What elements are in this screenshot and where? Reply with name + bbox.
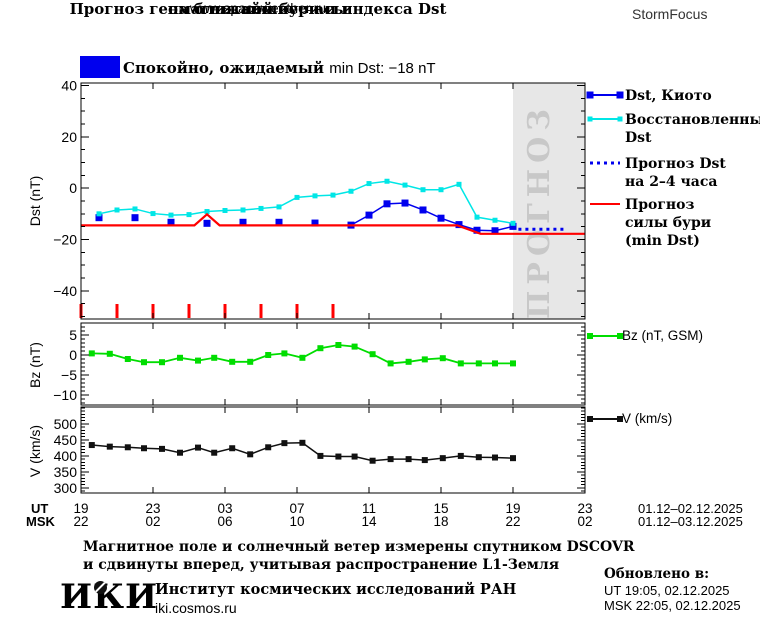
y-tick-label: 450 [54,432,78,448]
legend-item-reconstructed-dst: Восстановленный Dst [625,111,760,147]
ut-row-label: UT [31,501,49,516]
iki-site-link[interactable]: iki.cosmos.ru [155,600,237,616]
legend-label: на 2–4 часа [625,174,718,190]
legend-swatch-V (km/s) [587,416,623,422]
legend-item-dst-kyoto: Dst, Киото [625,87,760,105]
series-Восстановленный Dst [96,178,516,226]
legend-item-v: V (km/s) [622,411,673,426]
y-tick-label: 40 [61,78,77,94]
legend-label: Dst [625,130,652,146]
legend-item-bz: Bz (nT, GSM) [622,328,704,343]
dst-axis-label: Dst (nT) [27,175,43,227]
legend-label: (min Dst) [625,233,700,249]
y-tick-label: −10 [53,387,77,403]
y-tick-label: −5 [61,367,77,383]
legend-swatch-Восстановленный Dst [587,116,623,122]
satellite-icon [94,581,107,594]
y-tick-label: 300 [54,480,78,496]
updated-at-label: Обновлено в: [604,566,710,582]
legend-label: силы бури [625,215,712,231]
v-axis-label: V (km/s) [27,424,43,478]
spaceweather-link[interactable]: www.spaceweather.ru [189,0,327,16]
series-Bz (nT, GSM) [88,342,516,367]
y-tick-label: −40 [53,283,77,299]
iki-logo-text: ИКИ [60,577,159,617]
institute-name: Институт космических исследований РАН [155,581,517,598]
legend-label: Прогноз [625,197,695,213]
forecast-watermark: ПРОГНОЗ [522,103,557,319]
footnote-line2: и сдвинуты вперед, учитывая распростране… [83,557,560,573]
series-Dst, Киото [95,199,517,235]
status-min-dst-value: min Dst: −18 nT [329,60,436,77]
series-V (km/s) [88,439,516,464]
y-tick-label: 350 [54,464,78,480]
status-banner: Спокойно, ожидаемый min Dst: −18 nT [123,59,436,77]
series-Прогноз силы бури (min Dst) [81,212,585,235]
y-tick-label: 0 [69,180,77,196]
updated-msk-time: MSK 22:05, 02.12.2025 [604,598,741,613]
bz-plot: 5 0 −5 −10 [53,322,586,406]
legend-swatch-Dst, Киото [586,91,624,99]
forecast-region [513,83,585,319]
y-tick-label: 20 [61,129,77,145]
updated-ut-time: UT 19:05, 02.12.2025 [604,583,730,598]
legend-label: Прогноз Dst [625,156,726,172]
page-subtitle: на ближайшие часы [167,0,349,18]
y-tick-label: 500 [54,416,78,432]
status-text-ru: Спокойно, ожидаемый [123,59,325,77]
legend-label: Dst, Киото [625,88,712,104]
legend-item-storm-forecast: Прогноз силы бури (min Dst) [625,196,760,250]
msk-row-label: MSK [26,514,55,529]
legend-swatch-Bz (nT, GSM) [587,333,623,339]
legend-label: Восстановленный [625,112,760,128]
y-tick-label: 400 [54,448,78,464]
y-tick-label: 5 [69,327,77,343]
y-tick-label: 0 [69,347,77,363]
storm-level-swatch [80,56,120,78]
page-title: Прогноз геомагнитной бури и индекса Dst [69,0,447,18]
dst-plot: ПРОГНОЗ 40 20 0 −20 −40 [53,78,586,320]
y-tick-label: −20 [53,231,77,247]
footnote-line1: Магнитное поле и солнечный ветер измерен… [83,539,635,555]
legend-item-forecast-dst: Прогноз Dst на 2–4 часа [625,155,760,191]
iki-logo: ИКИ [60,580,158,614]
ut-date-range: 01.12–02.12.2025 [638,501,743,516]
msk-date-range: 01.12–03.12.2025 [638,514,743,529]
brand-label: StormFocus [632,6,708,22]
